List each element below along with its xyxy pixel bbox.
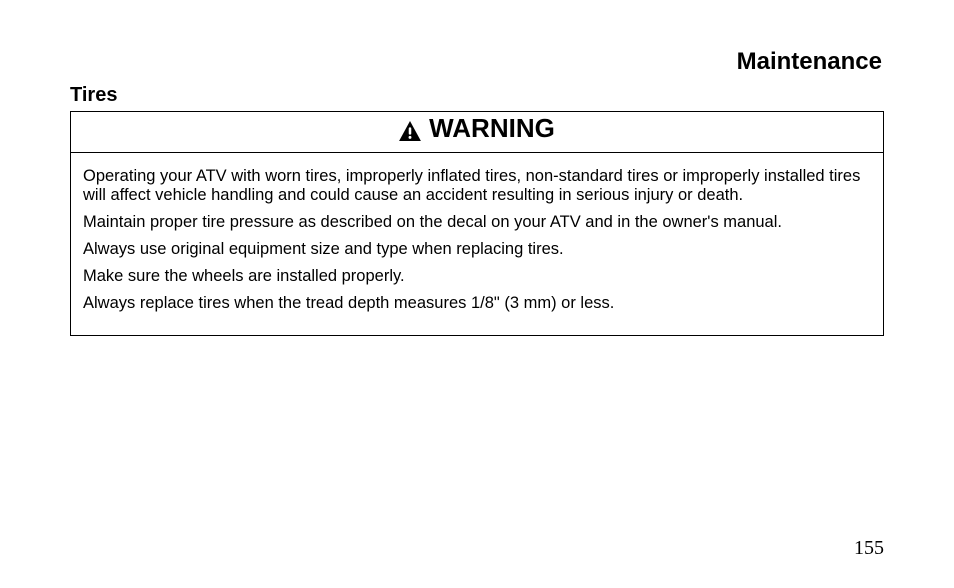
warning-paragraph: Always use original equipment size and t… [83, 240, 871, 259]
warning-header-inner: WARNING [399, 114, 555, 143]
warning-paragraph: Operating your ATV with worn tires, impr… [83, 167, 871, 205]
warning-box: WARNING Operating your ATV with worn tir… [70, 111, 884, 336]
warning-label: WARNING [429, 114, 555, 143]
section-title: Tires [70, 84, 884, 107]
warning-paragraph: Maintain proper tire pressure as describ… [83, 213, 871, 232]
warning-header: WARNING [71, 112, 883, 153]
warning-body: Operating your ATV with worn tires, impr… [71, 153, 883, 335]
warning-triangle-icon [399, 118, 421, 138]
document-page: Maintenance Tires WARNING Operating your… [0, 0, 954, 588]
page-number: 155 [854, 537, 884, 560]
warning-paragraph: Make sure the wheels are installed prope… [83, 267, 871, 286]
page-header-title: Maintenance [70, 48, 884, 76]
warning-paragraph: Always replace tires when the tread dept… [83, 294, 871, 313]
